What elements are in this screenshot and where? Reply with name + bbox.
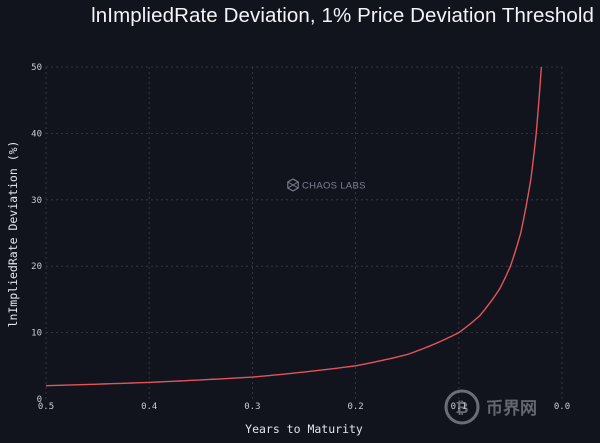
chaos-labs-logo-icon	[287, 178, 299, 192]
x-tick-label: 0.2	[347, 402, 363, 412]
y-axis-label: lnImpliedRate Deviation (%)	[6, 141, 20, 328]
x-tick-label: 0.1	[451, 402, 467, 412]
chart-title: lnImpliedRate Deviation, 1% Price Deviat…	[91, 4, 594, 27]
x-tick-label: 0.0	[554, 402, 570, 412]
y-axis-ticks: 0 10 20 30 40 50	[31, 63, 42, 405]
x-tick-label: 0.3	[244, 402, 260, 412]
series-line	[45, 66, 543, 387]
y-tick-label: 50	[31, 63, 42, 73]
svg-text:₿: ₿	[455, 398, 468, 417]
corner-watermark: ₿ 币界网	[444, 389, 537, 425]
x-axis-ticks: 0.5 0.4 0.3 0.2 0.1 0.0	[38, 402, 570, 412]
y-tick-label: 20	[31, 262, 42, 272]
grid-lines	[45, 66, 563, 399]
corner-watermark-text: 币界网	[486, 399, 537, 418]
x-axis-label: Years to Maturity	[245, 422, 363, 436]
watermark-text: CHAOS LABS	[302, 181, 366, 192]
y-tick-label: 10	[31, 329, 42, 339]
bitcoin-icon: ₿	[444, 389, 480, 425]
x-tick-label: 0.4	[141, 402, 157, 412]
y-tick-label: 40	[31, 129, 42, 139]
y-tick-label: 0	[37, 395, 42, 405]
x-tick-label: 0.5	[38, 402, 54, 412]
watermark: CHAOS LABS	[287, 178, 366, 192]
y-tick-label: 30	[31, 196, 42, 206]
